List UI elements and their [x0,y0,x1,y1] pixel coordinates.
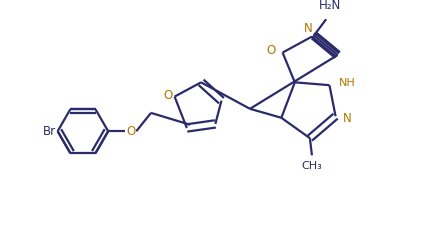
Text: O: O [163,89,173,102]
Text: N: N [304,22,312,35]
Text: O: O [266,44,275,57]
Text: CH₃: CH₃ [302,161,322,171]
Text: Br: Br [42,125,55,138]
Text: O: O [126,125,135,138]
Text: N: N [343,112,352,125]
Text: NH: NH [338,78,355,88]
Text: H₂N: H₂N [319,0,342,12]
